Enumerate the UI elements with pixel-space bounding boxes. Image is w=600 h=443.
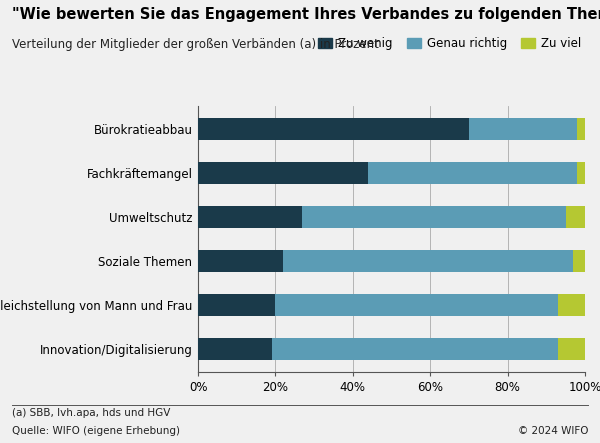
Bar <box>198 118 469 140</box>
Bar <box>577 118 585 140</box>
Bar <box>469 118 577 140</box>
Bar <box>198 162 368 184</box>
Bar <box>368 162 577 184</box>
Text: (a) SBB, Ivh.apa, hds und HGV: (a) SBB, Ivh.apa, hds und HGV <box>12 408 170 418</box>
Text: Quelle: WIFO (eigene Erhebung): Quelle: WIFO (eigene Erhebung) <box>12 426 180 436</box>
Bar <box>566 206 585 228</box>
Bar <box>198 294 275 316</box>
Bar <box>558 294 585 316</box>
Bar <box>275 294 558 316</box>
Text: © 2024 WIFO: © 2024 WIFO <box>517 426 588 436</box>
Bar <box>558 338 585 360</box>
Text: Verteilung der Mitglieder der großen Verbänden (a) in Prozent: Verteilung der Mitglieder der großen Ver… <box>12 38 379 51</box>
Bar <box>302 206 566 228</box>
Bar <box>574 250 585 272</box>
Bar <box>198 338 272 360</box>
Legend: Zu wenig, Genau richtig, Zu viel: Zu wenig, Genau richtig, Zu viel <box>313 32 586 55</box>
Bar <box>198 206 302 228</box>
Bar <box>198 250 283 272</box>
Bar <box>272 338 558 360</box>
Bar <box>577 162 585 184</box>
Text: "Wie bewerten Sie das Engagement Ihres Verbandes zu folgenden Themen?": "Wie bewerten Sie das Engagement Ihres V… <box>12 7 600 22</box>
Bar <box>283 250 574 272</box>
